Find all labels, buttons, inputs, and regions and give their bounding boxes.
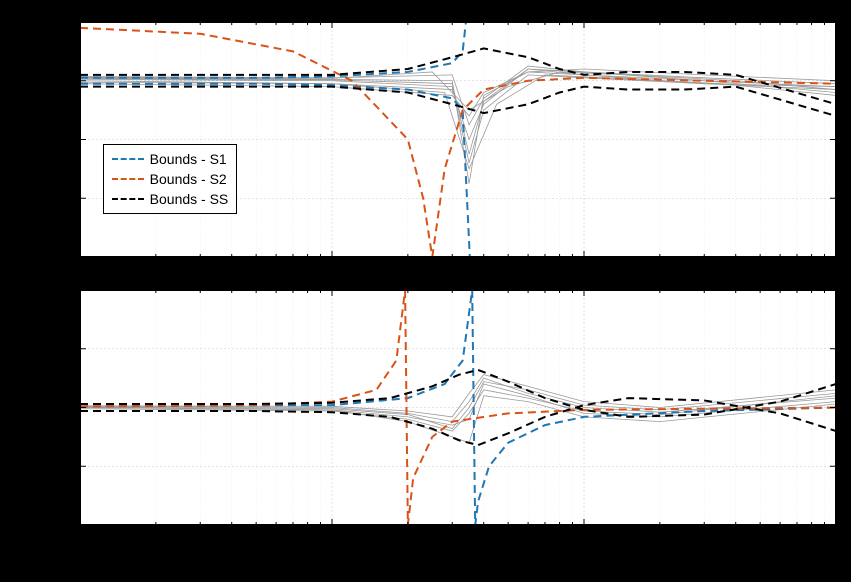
legend-swatch — [112, 198, 144, 200]
legend-swatch — [112, 158, 144, 160]
magnitude-ylabel: Magnitude [dB] — [26, 97, 44, 205]
ytick-label: 0 — [66, 72, 74, 89]
xtick-label: 10-1 — [66, 531, 92, 550]
bounds-legend: Bounds - S1 Bounds - S2 Bounds - SS — [103, 144, 238, 214]
legend-item: Bounds - SS — [112, 189, 229, 209]
frequency-xlabel: Frequency [rad/s] — [80, 557, 836, 575]
legend-item: Bounds - S1 — [112, 149, 229, 169]
phase-ylabel: Phase [deg] — [26, 367, 44, 452]
magnitude-panel — [80, 22, 836, 257]
ytick-label: 20 — [57, 13, 74, 30]
ytick-label: -50 — [52, 457, 74, 474]
legend-label: Bounds - S2 — [150, 171, 227, 187]
ytick-label: 50 — [57, 340, 74, 357]
legend-label: Bounds - S1 — [150, 151, 227, 167]
legend-label: Bounds - SS — [150, 191, 229, 207]
ytick-label: -60 — [52, 248, 74, 265]
phase-panel — [80, 290, 836, 525]
legend-swatch — [112, 178, 144, 180]
ytick-label: -40 — [52, 189, 74, 206]
xtick-label: 102 — [822, 531, 845, 550]
ytick-label: 0 — [66, 399, 74, 416]
legend-item: Bounds - S2 — [112, 169, 229, 189]
ytick-label: 100 — [49, 281, 74, 298]
ytick-label: -20 — [52, 131, 74, 148]
xtick-label: 101 — [570, 531, 593, 550]
xtick-label: 100 — [318, 531, 341, 550]
